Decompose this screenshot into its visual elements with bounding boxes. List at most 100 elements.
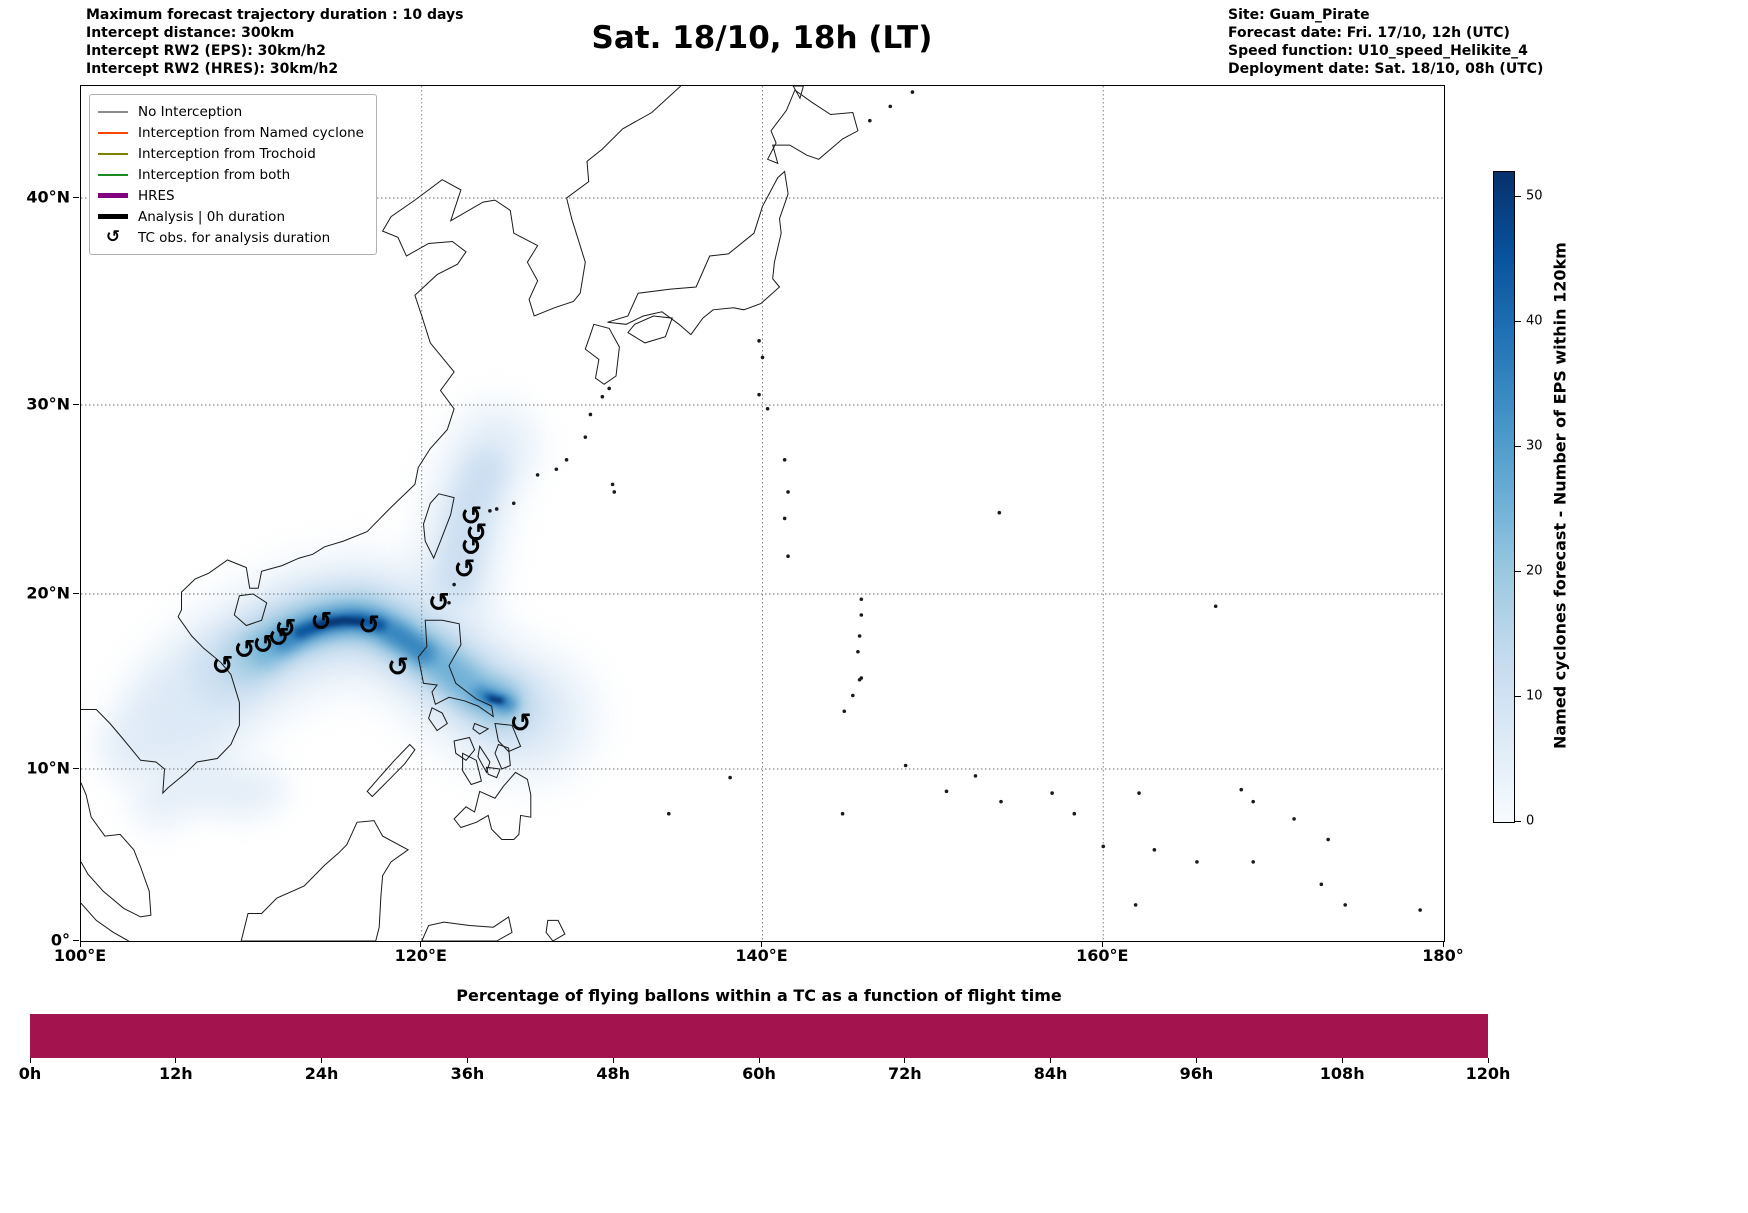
- tc-symbol: ↺: [268, 623, 290, 653]
- small-island-dot: [1137, 791, 1141, 795]
- tc-symbol: ↺: [252, 630, 274, 660]
- small-island-dot: [1239, 787, 1244, 792]
- small-island-dot: [511, 501, 516, 506]
- small-island-dot: [1050, 791, 1054, 795]
- colorbar-tick-mark: [1515, 696, 1521, 697]
- x-tick-label: 140°E: [735, 946, 788, 965]
- x-tick-mark: [79, 941, 81, 947]
- small-island-dot: [1152, 848, 1157, 852]
- small-island-dot: [488, 509, 492, 513]
- flight-tick-mark: [1341, 1058, 1343, 1063]
- tc-symbol: ↺: [275, 614, 297, 644]
- speed-function-line: Speed function: U10_speed_Helikite_4: [1228, 42, 1528, 59]
- small-island-dot: [757, 392, 761, 397]
- tc-symbol: ↺: [310, 607, 332, 637]
- colorbar-tick-mark: [1515, 571, 1521, 572]
- coastline: [81, 86, 682, 795]
- small-island-dot: [786, 490, 790, 494]
- small-island-dot: [888, 104, 893, 109]
- flight-tick-mark: [1195, 1058, 1197, 1063]
- heat-density-band: [216, 764, 287, 820]
- small-island-dot: [1418, 908, 1422, 912]
- legend-item: Interception from Trochoid: [98, 143, 364, 164]
- y-tick-mark: [73, 196, 79, 198]
- island-coastline: [462, 752, 482, 786]
- max-duration-line: Maximum forecast trajectory duration : 1…: [86, 7, 464, 23]
- small-island-dot: [583, 435, 588, 439]
- island-coastline: [453, 736, 476, 761]
- legend-item-label: TC obs. for analysis duration: [138, 229, 331, 246]
- y-tick-mark: [73, 403, 79, 405]
- x-tick-label: 160°E: [1076, 946, 1129, 965]
- legend-item: No Interception: [98, 101, 364, 122]
- small-island-dot: [757, 339, 761, 343]
- flight-tick-label: 36h: [450, 1064, 485, 1083]
- small-island-dot: [452, 582, 456, 587]
- legend-line-swatch: [98, 131, 128, 134]
- flight-tick-mark: [758, 1058, 760, 1063]
- map-canvas: ↺↺↺↺↺ ↺ ↺↺↺↺↺↺↺↺: [81, 86, 1444, 941]
- small-island-dot: [494, 507, 499, 511]
- small-island-dot: [1251, 799, 1255, 804]
- y-tick-label: 40°N: [26, 187, 70, 207]
- legend-item-label: Analysis | 0h duration: [138, 208, 285, 225]
- colorbar-tick-mark: [1515, 196, 1521, 197]
- flight-tick-mark: [904, 1058, 906, 1063]
- intercept-distance-line: Intercept distance: 300km: [86, 24, 295, 41]
- island-coastline: [366, 743, 416, 798]
- flight-tick-label: 12h: [158, 1064, 193, 1083]
- island-coastline: [233, 593, 268, 627]
- colorbar-gradient: [1493, 171, 1515, 823]
- legend-line-swatch: [98, 193, 128, 198]
- small-island-dot: [868, 118, 872, 123]
- flight-tick-label: 120h: [1465, 1064, 1511, 1083]
- heat-density-band: [435, 449, 507, 599]
- heat-density-band: [313, 617, 364, 629]
- tc-symbol: ↺: [387, 653, 409, 683]
- small-island-dot: [856, 649, 860, 654]
- small-island-dot: [564, 458, 569, 462]
- eps-density-heatmap: [99, 405, 591, 830]
- small-island-dot: [859, 613, 864, 617]
- legend-color-line: [98, 193, 128, 198]
- flight-tick-label: 60h: [742, 1064, 776, 1083]
- small-island-dot: [973, 774, 978, 778]
- island-coastline: [607, 170, 789, 336]
- legend-color-line: [98, 152, 128, 155]
- colorbar-tick-label: 0: [1526, 813, 1535, 829]
- small-island-dot: [588, 412, 593, 417]
- coastline: [81, 902, 129, 941]
- small-island-dot: [857, 634, 862, 638]
- colorbar-label: Named cyclones forecast - Number of EPS …: [1550, 242, 1570, 750]
- small-island-dot: [607, 386, 611, 391]
- small-island-dot: [760, 355, 765, 360]
- forecast-metadata-block: Site: Guam_Pirate Forecast date: Fri. 17…: [1228, 7, 1543, 79]
- small-island-dot: [535, 473, 540, 477]
- coastline: [81, 782, 152, 918]
- small-island-dot: [997, 510, 1002, 515]
- island-coastline: [421, 916, 513, 941]
- x-tick-label: 120°E: [394, 946, 447, 965]
- legend-line-swatch: [98, 110, 128, 113]
- deployment-date-line: Deployment date: Sat. 18/10, 08h (UTC): [1228, 60, 1544, 77]
- small-island-dot: [999, 799, 1003, 804]
- legend-color-line: [98, 173, 128, 176]
- small-island-dot: [903, 763, 908, 768]
- heat-density-band: [489, 697, 503, 703]
- tc-symbol: ↺: [460, 502, 482, 532]
- legend-color-line: [98, 131, 128, 134]
- legend-item-label: Interception from both: [138, 166, 291, 183]
- small-island-dot: [1101, 844, 1106, 849]
- flight-tick-mark: [1487, 1058, 1489, 1063]
- colorbar-tick-mark: [1515, 321, 1521, 322]
- site-line: Site: Guam_Pirate: [1228, 7, 1370, 23]
- island-coastline: [422, 493, 455, 560]
- tc-symbol: ↺: [465, 519, 487, 549]
- island-coastline: [477, 744, 491, 774]
- legend-item: Analysis | 0h duration: [98, 206, 364, 227]
- map-plot: ↺ ↺ ↺ ↺ ↺ ↺ ↺ ↺ ↺ ↺ ↺ ↺ ↺ ↺ No Interception Intercepti…: [80, 85, 1445, 942]
- legend-item-label: Interception from Named cyclone: [138, 124, 364, 141]
- legend-item: ↺ TC obs. for analysis duration: [98, 227, 364, 248]
- colorbar-tick-label: 30: [1526, 438, 1543, 454]
- small-island-dot: [859, 597, 864, 602]
